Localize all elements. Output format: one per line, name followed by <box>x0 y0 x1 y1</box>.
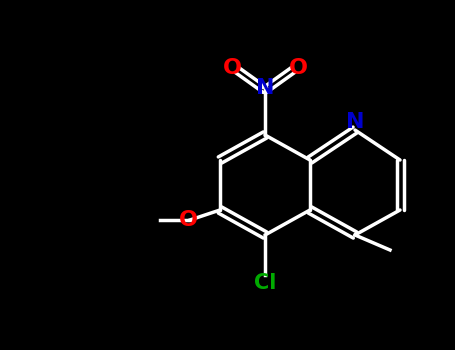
Text: Cl: Cl <box>254 273 276 293</box>
Text: O: O <box>222 58 242 78</box>
Text: N: N <box>346 112 364 132</box>
Text: N: N <box>256 78 274 98</box>
Text: O: O <box>288 58 308 78</box>
Text: O: O <box>178 210 197 230</box>
